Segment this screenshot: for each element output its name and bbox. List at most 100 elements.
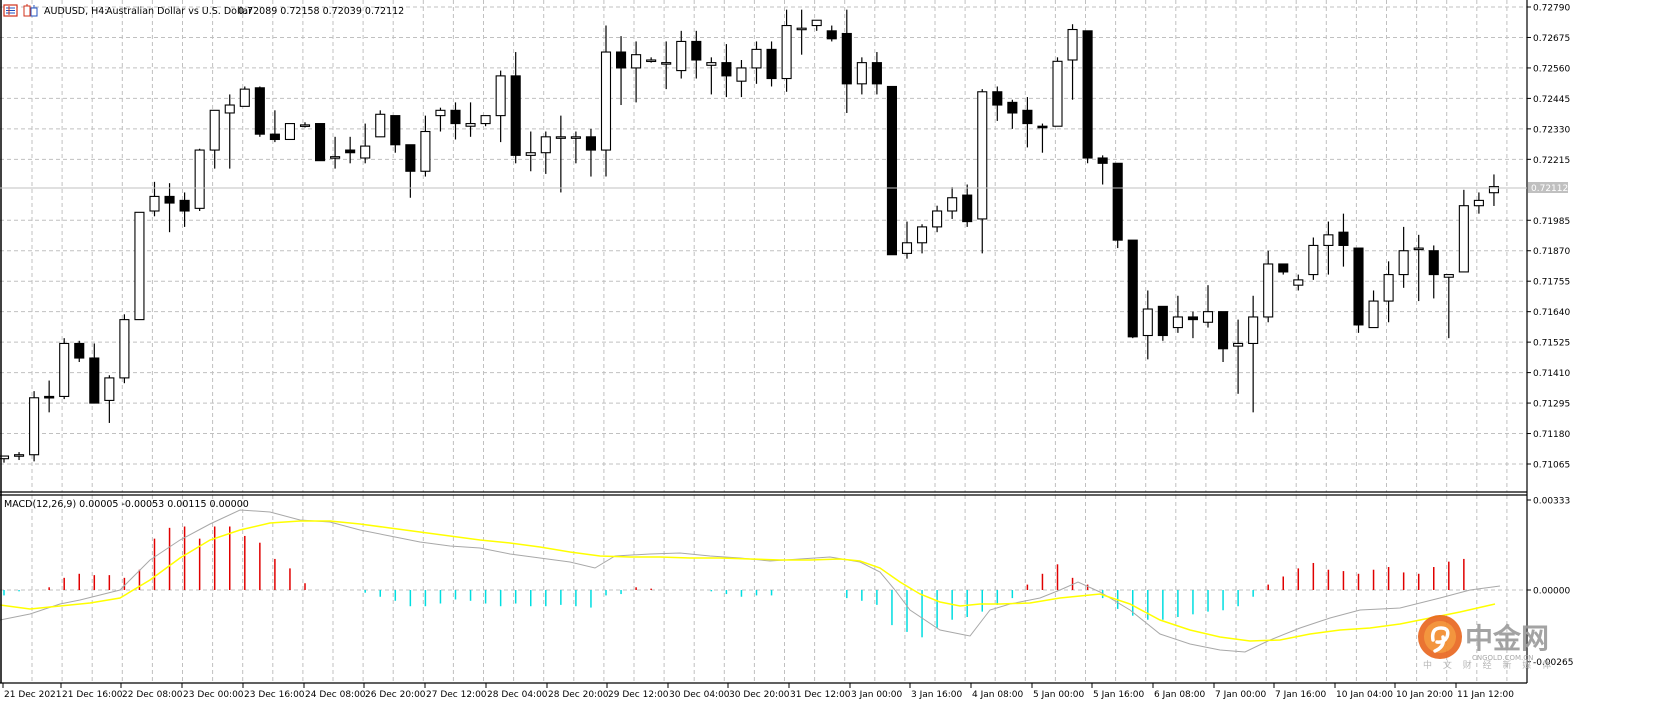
time-tick-label: 22 Dec 08:00 — [122, 690, 183, 700]
candle — [540, 136, 551, 154]
candle — [1202, 311, 1214, 323]
time-tick-label: 3 Jan 16:00 — [911, 690, 963, 700]
candle — [1368, 300, 1379, 329]
candle — [751, 48, 762, 69]
candle — [631, 54, 642, 69]
candlestick-series — [0, 9, 1499, 463]
time-tick-label: 6 Jan 08:00 — [1154, 690, 1206, 700]
candle — [1488, 186, 1499, 194]
candle — [450, 109, 461, 125]
candle — [886, 85, 898, 256]
macd-indicator — [0, 509, 1501, 653]
price-tick-label: 0.72790 — [1533, 4, 1570, 14]
candle — [1263, 263, 1274, 318]
price-tick-label: 0.71870 — [1533, 247, 1570, 257]
grid — [0, 0, 1527, 683]
candle — [29, 397, 40, 456]
candle — [1097, 157, 1108, 164]
price-tick-label: 0.71985 — [1533, 217, 1570, 227]
chart-header: AUDUSD, H4: Australian Dollar vs U.S. Do… — [3, 4, 404, 17]
time-tick-label: 27 Dec 12:00 — [426, 690, 487, 700]
candle — [1067, 28, 1078, 61]
candle — [89, 357, 100, 404]
candle — [510, 75, 521, 156]
macd-signal-line — [0, 520, 1496, 642]
candle — [209, 109, 220, 151]
time-tick-label: 10 Jan 04:00 — [1336, 690, 1393, 700]
time-tick-label: 28 Dec 20:00 — [548, 690, 609, 700]
candle — [781, 24, 792, 80]
price-tick-label: 0.71410 — [1533, 369, 1570, 379]
time-tick-label: 30 Dec 04:00 — [669, 690, 730, 700]
candle — [1157, 305, 1168, 337]
macd-tick-label: 0.00333 — [1533, 497, 1570, 507]
candle — [1383, 274, 1394, 302]
candle — [1428, 250, 1439, 276]
candle — [314, 123, 326, 162]
symbol-description: Australian Dollar vs U.S. Dollar — [106, 6, 252, 17]
candle — [1248, 316, 1259, 345]
candle — [916, 226, 928, 244]
candle — [1112, 162, 1123, 241]
candle — [977, 91, 988, 220]
time-tick-label: 26 Dec 20:00 — [365, 690, 426, 700]
candle — [119, 319, 130, 379]
time-tick-label: 5 Jan 00:00 — [1033, 690, 1085, 700]
candle — [1473, 199, 1484, 207]
candle — [962, 194, 973, 223]
candle — [269, 133, 280, 141]
candle — [1308, 244, 1319, 276]
candle — [856, 62, 867, 85]
macd-header: MACD(12,26,9) 0.00005 -0.00053 0.00115 0… — [4, 499, 249, 510]
price-axis[interactable]: 0.72790 0.72675 0.72560 0.72445 0.72330 0.722… — [1527, 4, 1570, 471]
candle — [254, 87, 265, 135]
candle — [465, 123, 476, 127]
watermark-brand: 中金网 — [1465, 622, 1549, 655]
candle — [1278, 263, 1289, 273]
candle — [736, 67, 747, 82]
candle — [1398, 250, 1409, 276]
candle — [164, 195, 175, 204]
candle — [1233, 342, 1244, 347]
chart-template-icon[interactable] — [23, 4, 38, 17]
candle — [811, 19, 822, 27]
candle — [420, 130, 431, 172]
candle — [570, 136, 581, 139]
current-price-label-bg — [1528, 182, 1568, 193]
candle — [360, 145, 371, 159]
candle — [1353, 247, 1364, 326]
candle — [932, 210, 943, 228]
menu-icon[interactable] — [3, 4, 18, 17]
candle — [947, 197, 958, 212]
candle — [585, 136, 597, 151]
candle — [330, 156, 341, 159]
candle — [826, 30, 837, 40]
time-tick-label: 4 Jan 08:00 — [972, 690, 1024, 700]
candle — [149, 195, 160, 212]
candle — [1022, 109, 1033, 125]
candle — [435, 109, 446, 117]
macd-axis[interactable]: 0.00333 0.00000 -0.00265 — [1527, 497, 1573, 669]
candle — [0, 455, 10, 460]
time-tick-label: 28 Dec 04:00 — [487, 690, 548, 700]
candle — [555, 136, 566, 139]
candle — [1007, 101, 1018, 114]
candle — [134, 211, 145, 321]
price-tick-label: 0.72445 — [1533, 95, 1570, 105]
price-tick-label: 0.71525 — [1533, 339, 1570, 349]
candle — [104, 377, 115, 401]
candle — [1052, 60, 1063, 127]
candle — [706, 62, 717, 66]
candle — [1037, 125, 1048, 129]
time-tick-label: 29 Dec 12:00 — [608, 690, 669, 700]
price-tick-label: 0.71295 — [1533, 400, 1570, 410]
candle — [1218, 311, 1229, 350]
candle — [299, 124, 311, 127]
price-tick-label: 0.71065 — [1533, 461, 1570, 471]
time-tick-label: 10 Jan 20:00 — [1396, 690, 1453, 700]
candle — [600, 51, 612, 151]
candle — [1187, 316, 1198, 321]
time-axis[interactable]: 21 Dec 2021 21 Dec 16:00 22 Dec 08:00 23 De… — [2, 683, 1514, 700]
candle — [691, 40, 702, 61]
